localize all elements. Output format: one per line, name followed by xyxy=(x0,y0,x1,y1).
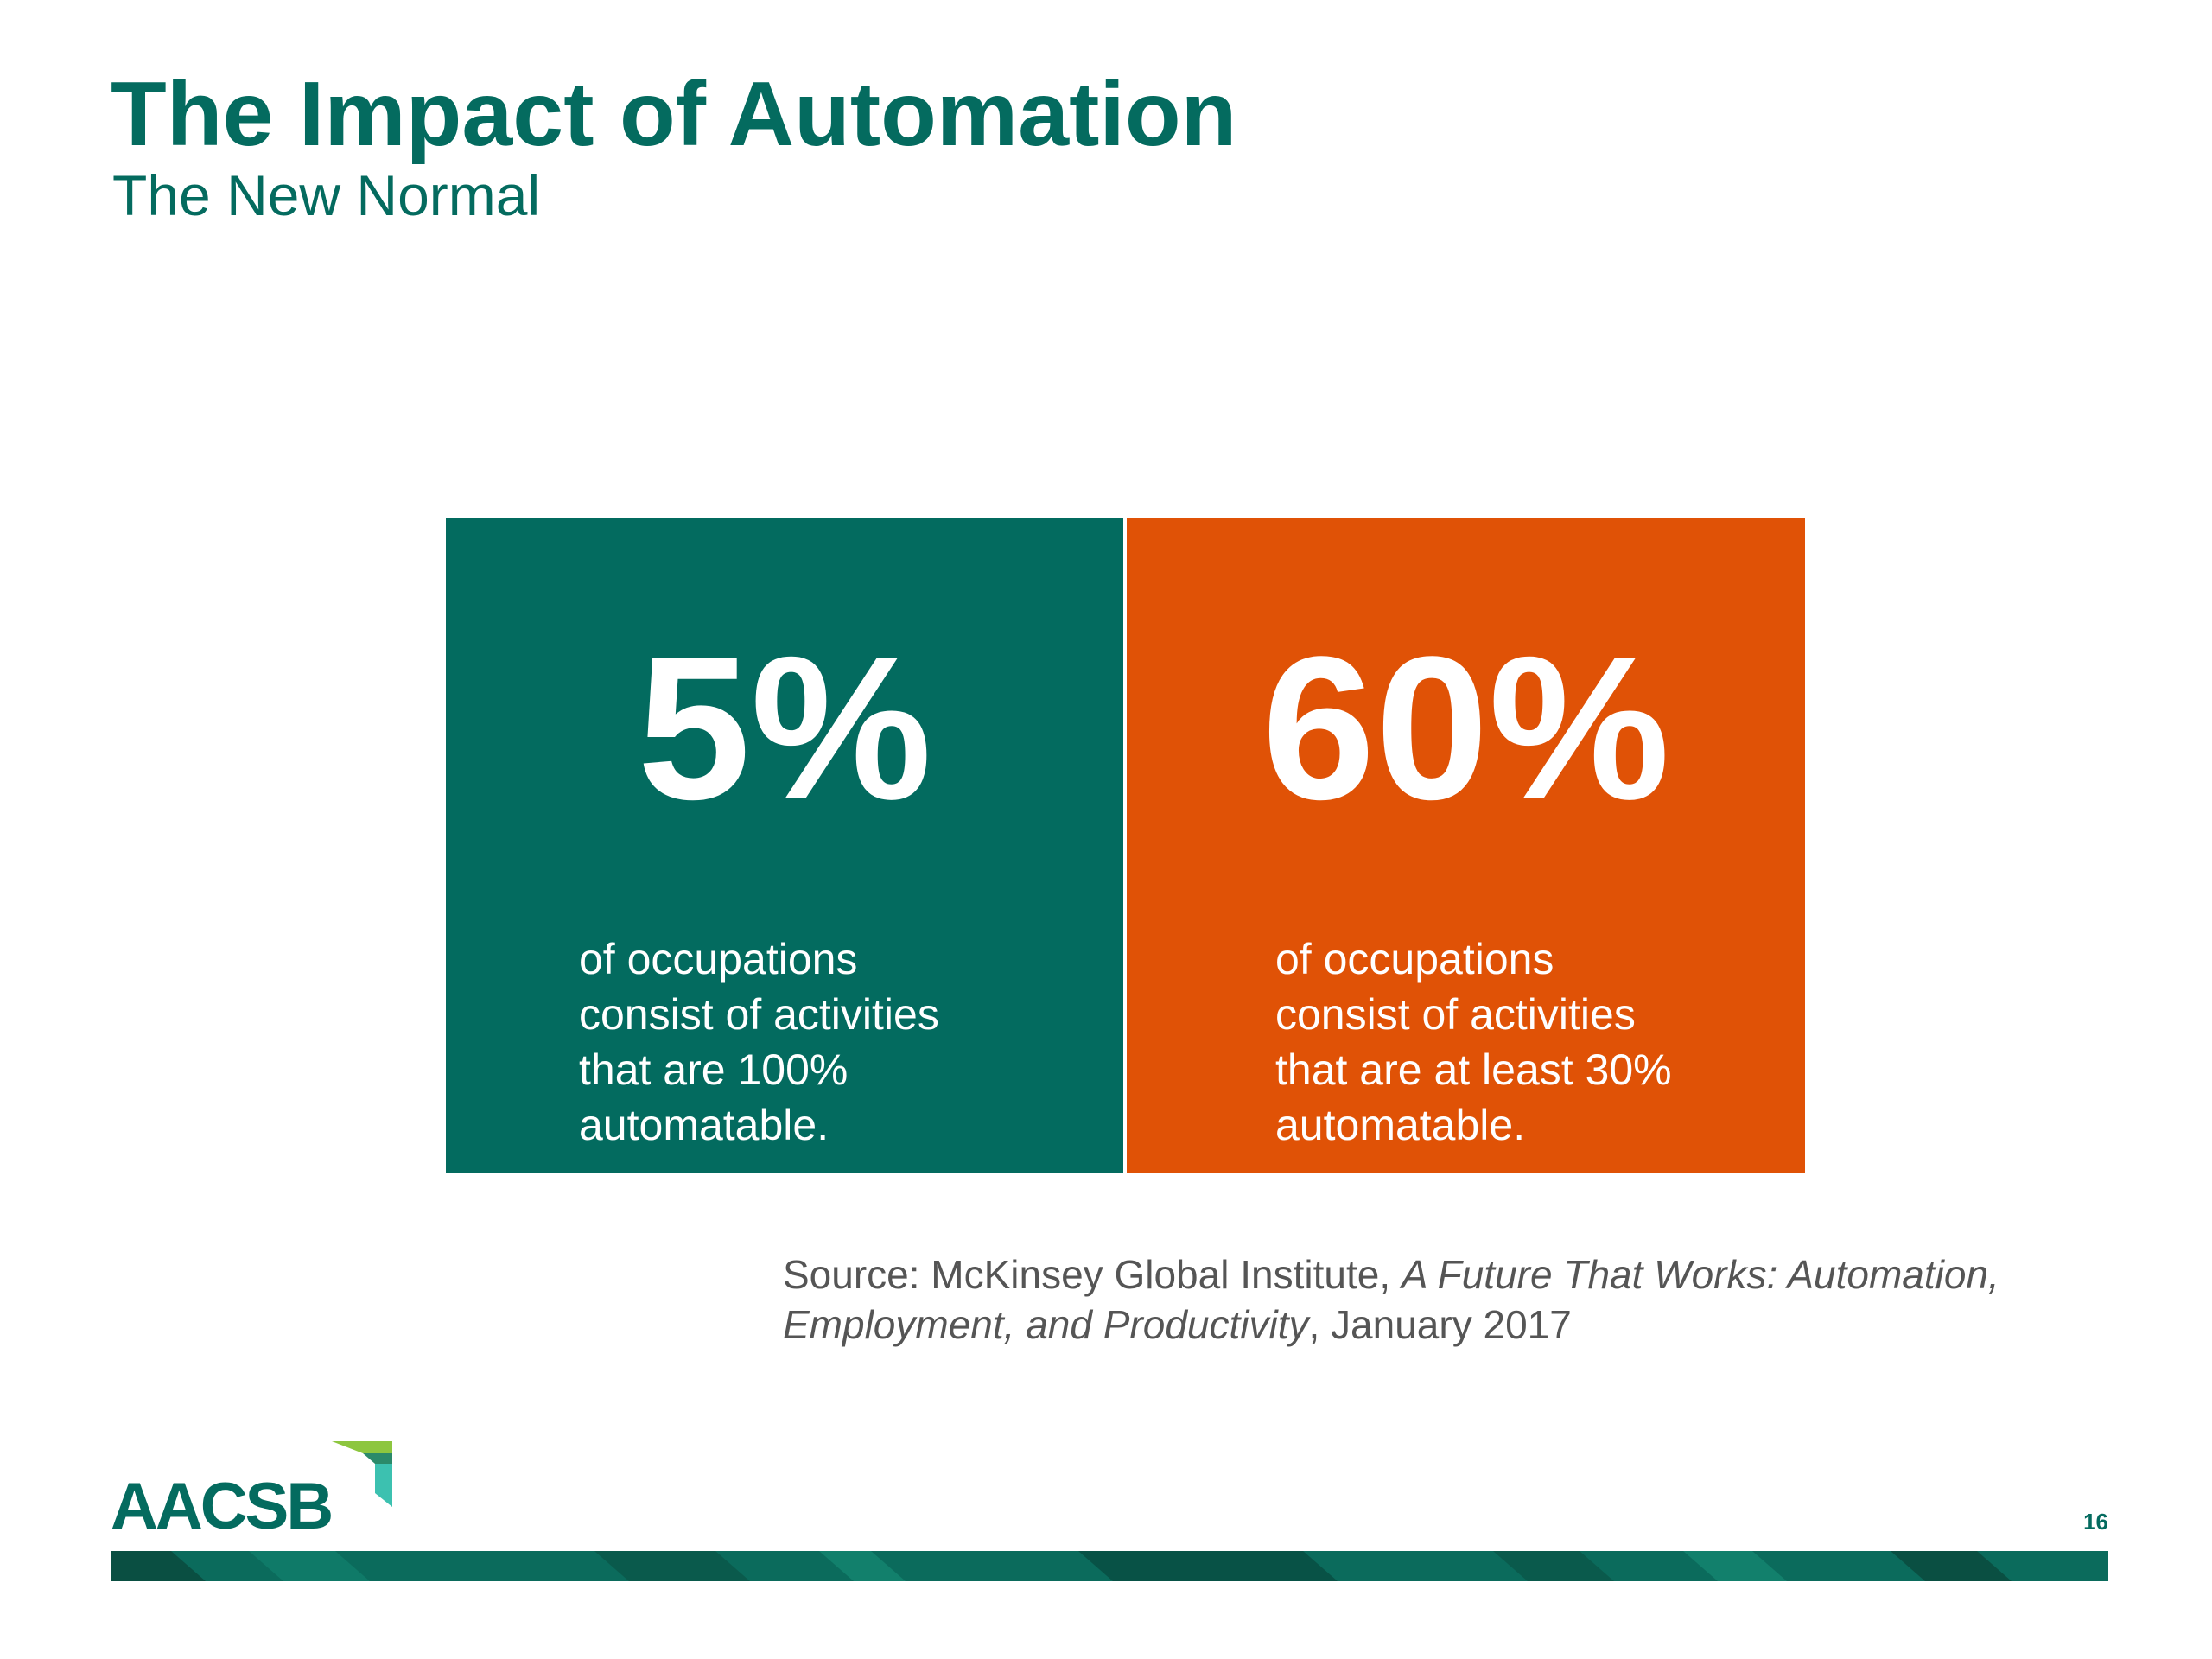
stat-description-line: of occupations xyxy=(579,935,858,983)
stat-description-line: consist of activities xyxy=(1275,990,1636,1039)
stat-description: of occupations consist of activities tha… xyxy=(1275,931,1759,1153)
stat-description-line: consist of activities xyxy=(579,990,939,1039)
aacsb-logo: AACSB xyxy=(111,1441,396,1540)
logo-chevron-icon xyxy=(332,1441,392,1507)
footer-decorative-bar xyxy=(111,1551,2108,1581)
stat-description-line: of occupations xyxy=(1275,935,1554,983)
source-citation: Source: McKinsey Global Institute, A Fut… xyxy=(783,1249,2131,1350)
stat-card-60-percent: 60% of occupations consist of activities… xyxy=(1127,518,1805,1173)
stat-description-line: that are 100% xyxy=(579,1046,849,1094)
source-prefix: Source: McKinsey Global Institute, xyxy=(783,1252,1402,1297)
source-title-part1: A Future That Works: Automation, xyxy=(1401,1252,1999,1297)
slide-subtitle: The New Normal xyxy=(112,163,541,227)
page-number: 16 xyxy=(2083,1509,2108,1535)
source-title-part2: Employment, and Productivity xyxy=(783,1302,1309,1347)
source-line-1: Source: McKinsey Global Institute, A Fut… xyxy=(783,1249,2131,1300)
stat-description-line: automatable. xyxy=(1275,1101,1526,1149)
source-line-2: Employment, and Productivity, January 20… xyxy=(783,1300,2131,1350)
stat-description: of occupations consist of activities tha… xyxy=(579,931,1063,1153)
source-suffix: , January 2017 xyxy=(1308,1302,1572,1347)
stat-value: 5% xyxy=(637,614,932,842)
stat-card-5-percent: 5% of occupations consist of activities … xyxy=(446,518,1123,1173)
stat-value: 60% xyxy=(1262,614,1670,842)
logo-wordmark: AACSB xyxy=(111,1470,334,1543)
stat-description-line: automatable. xyxy=(579,1101,830,1149)
slide-title: The Impact of Automation xyxy=(111,63,1237,165)
stat-description-line: that are at least 30% xyxy=(1275,1046,1672,1094)
